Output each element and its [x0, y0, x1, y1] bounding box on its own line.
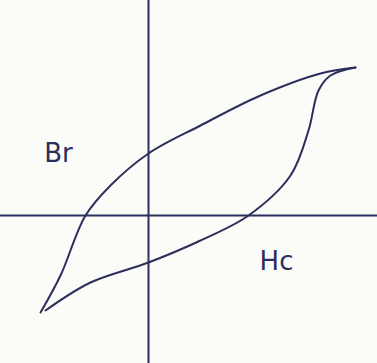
svg-text:Hc: Hc — [260, 246, 294, 276]
svg-text:Br: Br — [44, 138, 73, 168]
